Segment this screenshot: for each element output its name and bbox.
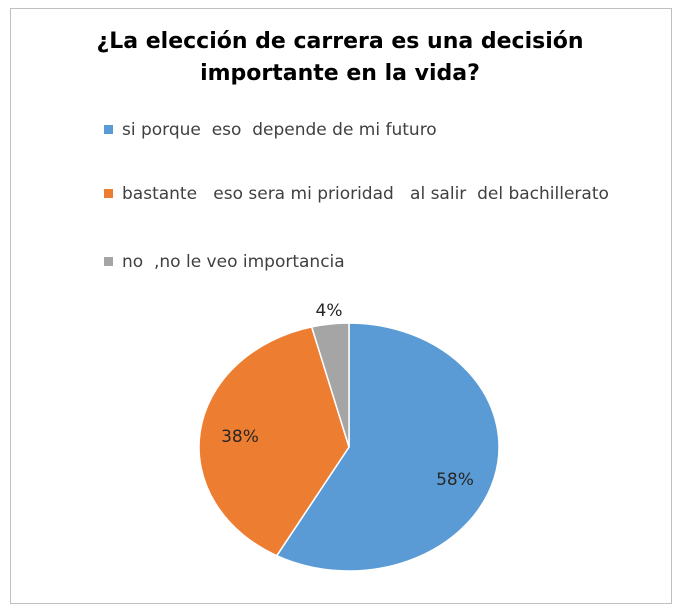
legend-swatch-bastante bbox=[104, 189, 113, 198]
legend-label-si: si porque eso depende de mi futuro bbox=[122, 120, 437, 140]
legend-label-bastante: bastante eso sera mi prioridad al salir … bbox=[122, 184, 609, 204]
pie-slice-bastante bbox=[198, 326, 350, 557]
legend-swatch-si bbox=[104, 125, 113, 134]
legend-label-no: no ,no le veo importancia bbox=[122, 252, 345, 272]
chart-title: ¿La elección de carrera es una decisión … bbox=[96, 29, 584, 86]
data-label-si: 58% bbox=[436, 470, 474, 490]
legend-swatch-no bbox=[104, 257, 113, 266]
pie-slice-no bbox=[310, 322, 350, 448]
data-label-bastante: 38% bbox=[221, 427, 259, 447]
data-label-no: 4% bbox=[316, 301, 343, 321]
pie-slice-si bbox=[275, 322, 500, 572]
